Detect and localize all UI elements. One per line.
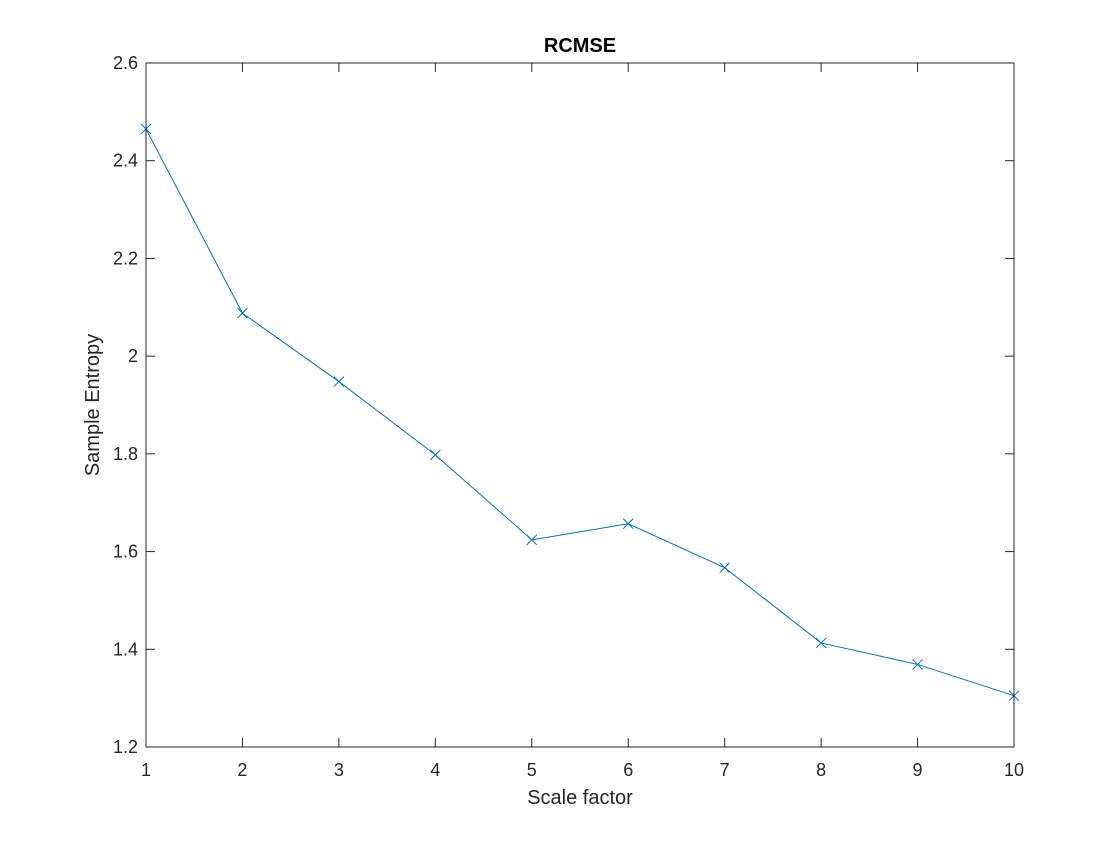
y-tick-labels: 1.2 1.4 1.6 1.8 2 2.2 2.4 2.6	[113, 53, 138, 757]
y-tick-label: 1.8	[113, 444, 138, 464]
x-tick-label: 4	[430, 760, 440, 780]
data-point-marker	[912, 659, 923, 670]
plot-area	[146, 63, 1014, 747]
x-tick-label: 2	[237, 760, 247, 780]
data-point-marker	[526, 534, 538, 546]
x-tick-label: 9	[913, 760, 923, 780]
axes-box	[145, 62, 1015, 748]
data-point-marker	[237, 307, 248, 319]
y-axis-label: Sample Entropy	[82, 334, 104, 476]
data-point-marker	[622, 518, 634, 530]
y-tick-label: 2.4	[113, 151, 138, 171]
x-tick-label: 8	[816, 760, 826, 780]
data-point-marker	[429, 449, 441, 461]
x-tick-label: 10	[1004, 760, 1024, 780]
data-point-marker	[815, 637, 827, 649]
chart-title: RCMSE	[544, 35, 616, 57]
y-tick-label: 1.2	[113, 737, 138, 757]
series-line	[145, 128, 1015, 697]
x-tick-label: 7	[720, 760, 730, 780]
x-tick-label: 6	[623, 760, 633, 780]
y-tick-label: 1.4	[113, 639, 138, 659]
y-tick-label: 2.6	[113, 53, 138, 73]
x-tick-label: 5	[527, 760, 537, 780]
x-axis-label: Scale factor	[527, 787, 633, 809]
y-tick-label: 2	[128, 346, 138, 366]
data-point-marker	[719, 562, 731, 574]
series-layer	[140, 123, 1020, 702]
x-tick-label: 3	[334, 760, 344, 780]
y-tick-label: 2.2	[113, 248, 138, 268]
y-tick-label: 1.6	[113, 542, 138, 562]
data-point-marker	[333, 376, 345, 387]
x-tick-labels: 1 2 3 4 5 6 7 8 9 10	[141, 760, 1024, 780]
x-tick-label: 1	[141, 760, 151, 780]
